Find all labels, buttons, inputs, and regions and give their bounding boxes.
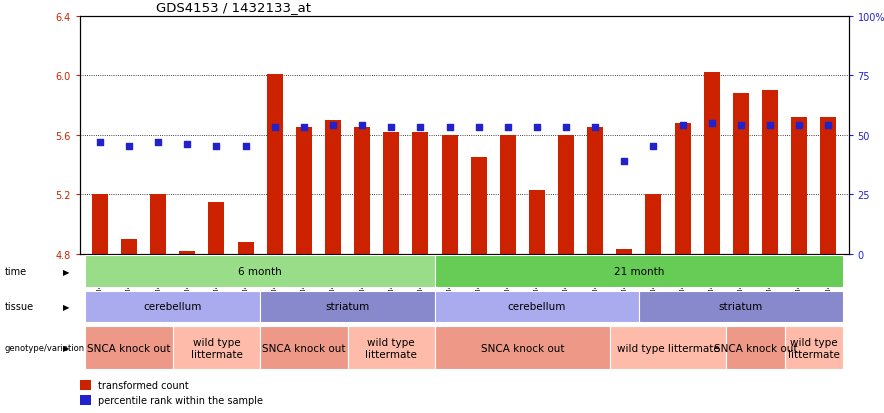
- Point: [763, 122, 777, 129]
- Point: [588, 125, 602, 131]
- Point: [821, 122, 835, 129]
- Point: [530, 125, 544, 131]
- Bar: [92, 195, 108, 254]
- Bar: [80, 380, 91, 390]
- Bar: [150, 195, 166, 254]
- Text: wild type littermate: wild type littermate: [617, 343, 720, 353]
- Point: [355, 122, 370, 129]
- Bar: [610, 327, 727, 369]
- Point: [93, 139, 107, 146]
- Text: time: time: [4, 266, 27, 277]
- Bar: [354, 128, 370, 254]
- Bar: [172, 327, 260, 369]
- Bar: [260, 291, 435, 323]
- Text: GDS4153 / 1432133_at: GDS4153 / 1432133_at: [156, 1, 311, 14]
- Bar: [645, 195, 661, 254]
- Text: percentile rank within the sample: percentile rank within the sample: [98, 395, 263, 405]
- Bar: [674, 123, 690, 254]
- Bar: [704, 73, 720, 254]
- Bar: [529, 190, 545, 254]
- Bar: [384, 132, 400, 254]
- Point: [675, 122, 690, 129]
- Bar: [639, 291, 842, 323]
- Text: ▶: ▶: [63, 302, 70, 311]
- Point: [268, 125, 282, 131]
- Point: [646, 144, 660, 150]
- Text: SNCA knock out: SNCA knock out: [88, 343, 171, 353]
- Point: [500, 125, 514, 131]
- Point: [705, 120, 719, 127]
- Bar: [733, 94, 749, 254]
- Point: [559, 125, 573, 131]
- Bar: [238, 242, 254, 254]
- Text: 6 month: 6 month: [239, 266, 282, 277]
- Bar: [616, 249, 632, 254]
- Bar: [558, 135, 574, 254]
- Point: [443, 125, 457, 131]
- Bar: [499, 135, 515, 254]
- Bar: [179, 251, 195, 254]
- Text: cerebellum: cerebellum: [507, 301, 566, 312]
- Bar: [86, 256, 435, 287]
- Bar: [435, 291, 639, 323]
- Point: [180, 141, 194, 148]
- Text: SNCA knock out: SNCA knock out: [481, 343, 564, 353]
- Text: wild type
littermate: wild type littermate: [365, 337, 417, 359]
- Point: [617, 158, 631, 165]
- Text: ▶: ▶: [63, 267, 70, 276]
- Bar: [121, 239, 137, 254]
- Text: genotype/variation: genotype/variation: [4, 344, 85, 352]
- Text: transformed count: transformed count: [98, 380, 189, 390]
- Text: ▶: ▶: [63, 344, 70, 352]
- Bar: [260, 327, 347, 369]
- Point: [239, 144, 253, 150]
- Bar: [762, 91, 778, 254]
- Text: wild type
littermate: wild type littermate: [788, 337, 840, 359]
- Text: wild type
littermate: wild type littermate: [191, 337, 242, 359]
- Bar: [296, 128, 312, 254]
- Bar: [347, 327, 435, 369]
- Point: [385, 125, 399, 131]
- Bar: [820, 117, 836, 254]
- Bar: [587, 128, 603, 254]
- Point: [297, 125, 311, 131]
- Bar: [86, 291, 260, 323]
- Point: [210, 144, 224, 150]
- Text: SNCA knock out: SNCA knock out: [263, 343, 346, 353]
- Bar: [413, 132, 429, 254]
- Point: [734, 122, 748, 129]
- Bar: [470, 157, 487, 254]
- Text: cerebellum: cerebellum: [143, 301, 202, 312]
- Bar: [325, 121, 341, 254]
- Bar: [80, 395, 91, 405]
- Text: 21 month: 21 month: [613, 266, 664, 277]
- Bar: [727, 327, 785, 369]
- Text: tissue: tissue: [4, 301, 34, 312]
- Bar: [441, 135, 458, 254]
- Bar: [86, 327, 172, 369]
- Bar: [267, 74, 283, 254]
- Point: [151, 139, 165, 146]
- Point: [326, 122, 340, 129]
- Point: [471, 125, 485, 131]
- Bar: [785, 327, 842, 369]
- Point: [792, 122, 806, 129]
- Point: [122, 144, 136, 150]
- Text: SNCA knock out: SNCA knock out: [713, 343, 797, 353]
- Text: striatum: striatum: [325, 301, 370, 312]
- Bar: [791, 117, 807, 254]
- Point: [414, 125, 428, 131]
- Text: striatum: striatum: [719, 301, 763, 312]
- Bar: [209, 202, 225, 254]
- Bar: [435, 327, 610, 369]
- Bar: [435, 256, 842, 287]
